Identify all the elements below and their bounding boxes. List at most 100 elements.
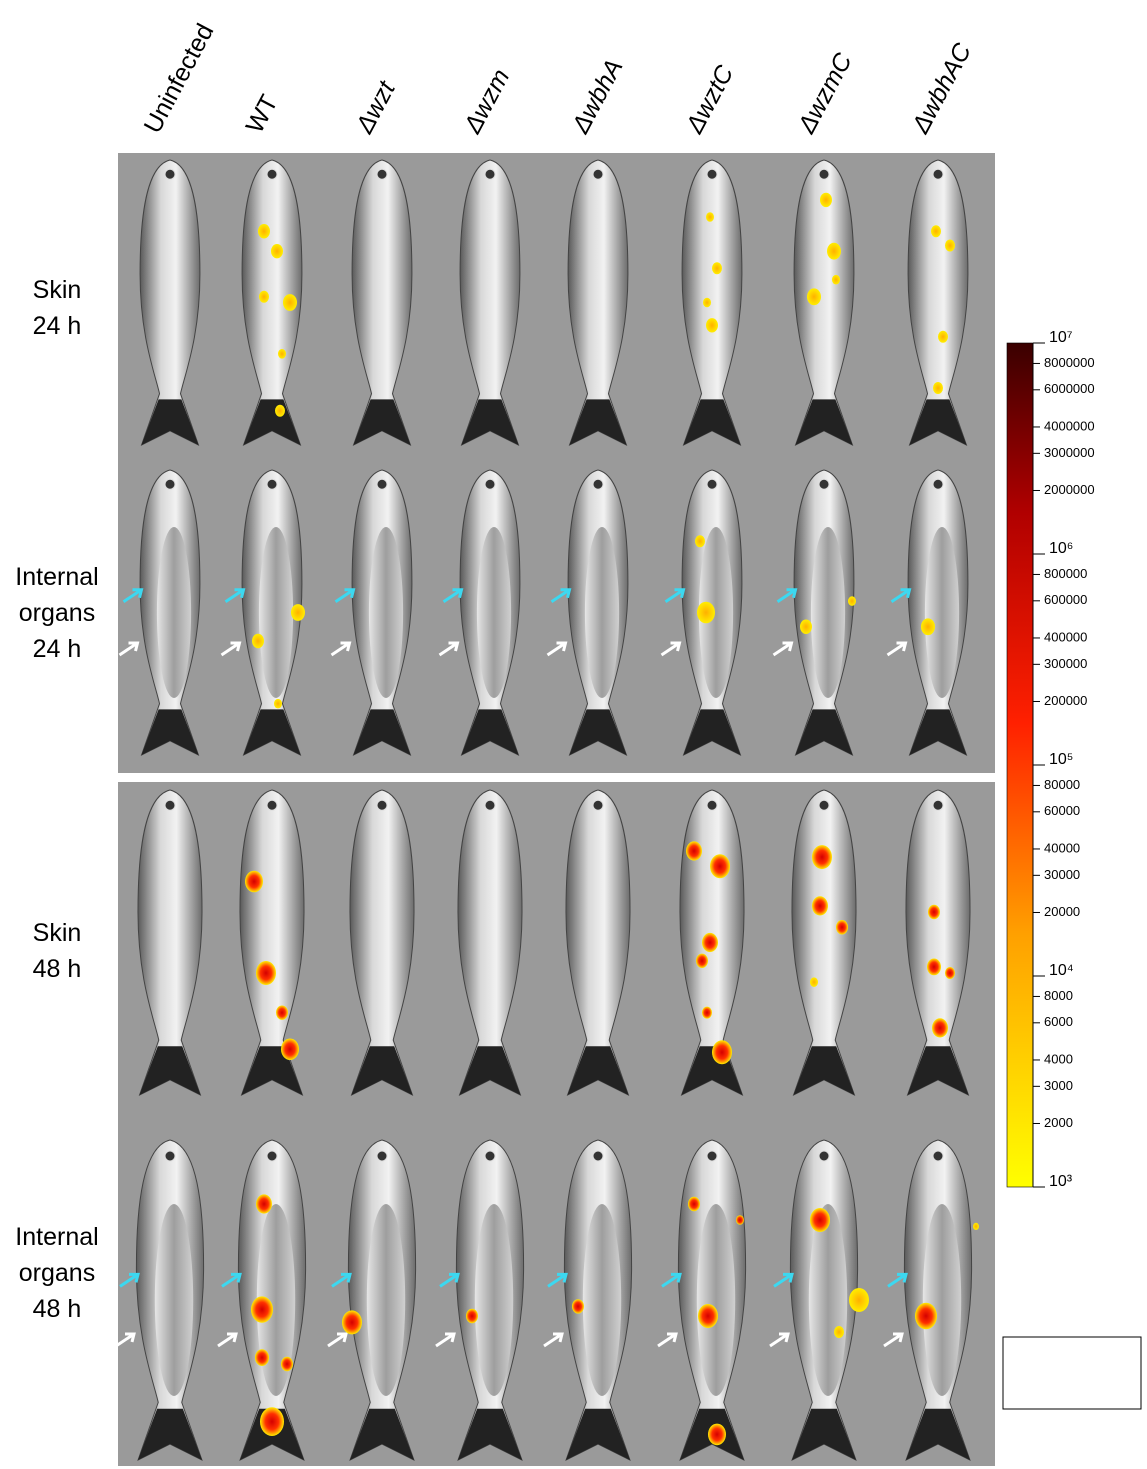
fish-eye (485, 800, 495, 810)
row-label: organs (19, 1259, 95, 1287)
hotspot (836, 920, 848, 934)
color-tick-label: 8000 (1044, 988, 1073, 1003)
column-label: ΔwztC (680, 60, 740, 139)
hotspot (256, 1194, 272, 1213)
hotspot (252, 634, 264, 648)
body-cavity (369, 527, 403, 698)
fish-eye (593, 169, 603, 179)
figure: UninfectedWTΔwztΔwzmΔwbhAΔwztCΔwzmCΔwbhA… (0, 0, 1147, 1469)
column-label: Δwzm (458, 64, 515, 138)
fish-eye (593, 479, 603, 489)
hotspot (927, 959, 941, 976)
hotspot (812, 896, 828, 915)
color-tick-label: 6000 (1044, 1014, 1073, 1029)
fish-eye (933, 800, 943, 810)
color-tick-label: 60000 (1044, 803, 1080, 818)
body-cavity (367, 1204, 405, 1396)
hotspot (686, 841, 702, 860)
hotspot (702, 933, 718, 952)
fish-eye (485, 479, 495, 489)
hotspot (820, 193, 832, 207)
row-label: 24 h (33, 635, 82, 663)
hotspot (466, 1309, 478, 1323)
row-label: 48 h (33, 955, 82, 983)
color-tick-label: 4000 (1044, 1051, 1073, 1066)
hotspot (255, 1349, 269, 1366)
hotspot (915, 1303, 937, 1329)
hotspot (695, 535, 705, 547)
hotspot (703, 298, 711, 308)
hotspot (932, 1018, 948, 1037)
hotspot (736, 1215, 744, 1225)
hotspot (810, 1208, 830, 1232)
body-cavity (157, 527, 191, 698)
color-tick-label: 400000 (1044, 629, 1087, 644)
hotspot (921, 618, 935, 635)
column-label: ΔwzmC (792, 48, 858, 139)
fish-eye (377, 479, 387, 489)
row-label: 48 h (33, 1295, 82, 1323)
body-cavity (477, 527, 511, 698)
row-label: Skin (33, 276, 82, 304)
hotspot (291, 604, 305, 621)
column-label: WT (241, 90, 284, 137)
fish-eye (165, 479, 175, 489)
hotspot (832, 275, 840, 285)
fish-eye (707, 479, 717, 489)
row-label: 24 h (33, 312, 82, 340)
hotspot (260, 1407, 284, 1436)
hotspot (281, 1038, 299, 1060)
column-label: Uninfected (139, 19, 220, 138)
hotspot (928, 905, 940, 919)
fish-eye (485, 1151, 495, 1161)
fish-eye (819, 1151, 829, 1161)
color-tick-label: 10⁷ (1049, 329, 1073, 346)
hotspot (572, 1299, 584, 1313)
hotspot (259, 291, 269, 303)
hotspot (281, 1357, 293, 1371)
hotspot (938, 331, 948, 343)
hotspot (271, 244, 283, 258)
color-tick-label: 30000 (1044, 867, 1080, 882)
fish-eye (165, 800, 175, 810)
fish-eye (267, 479, 277, 489)
color-tick-label: 300000 (1044, 656, 1087, 671)
body-cavity (585, 527, 619, 698)
color-tick-label: 10³ (1049, 1173, 1073, 1190)
fish-eye (165, 169, 175, 179)
fish-eye (377, 1151, 387, 1161)
column-label: ΔwbhAC (906, 38, 977, 139)
body-cavity (259, 527, 293, 698)
body-cavity (809, 1204, 847, 1396)
hotspot (933, 382, 943, 394)
hotspot (710, 854, 730, 878)
hotspot (945, 967, 955, 979)
hotspot (973, 1223, 979, 1230)
color-tick-label: 2000 (1044, 1115, 1073, 1130)
hotspot (278, 349, 286, 359)
hotspot (245, 871, 263, 893)
fish-eye (819, 169, 829, 179)
body-cavity (811, 527, 845, 698)
color-scale-box (1003, 1337, 1141, 1409)
hotspot (274, 699, 282, 709)
color-scale: 10⁷8000000600000040000003000000200000010… (1032, 329, 1111, 1391)
fish-eye (707, 1151, 717, 1161)
hotspot (849, 1288, 869, 1312)
color-tick-label: 600000 (1044, 592, 1087, 607)
color-tick-label: 3000 (1044, 1078, 1073, 1093)
color-tick-label: 10⁶ (1049, 540, 1073, 557)
hotspot (712, 262, 722, 274)
fish-eye (707, 169, 717, 179)
hotspot (696, 954, 708, 968)
row-label: organs (19, 599, 95, 627)
color-bar (1007, 343, 1033, 1187)
color-tick-label: 6000000 (1044, 381, 1095, 396)
fish-eye (377, 169, 387, 179)
color-tick-label: 3000000 (1044, 445, 1095, 460)
hotspot (812, 845, 832, 869)
hotspot (945, 240, 955, 252)
fish-eye (933, 169, 943, 179)
fish-eye (165, 1151, 175, 1161)
body-cavity (155, 1204, 193, 1396)
